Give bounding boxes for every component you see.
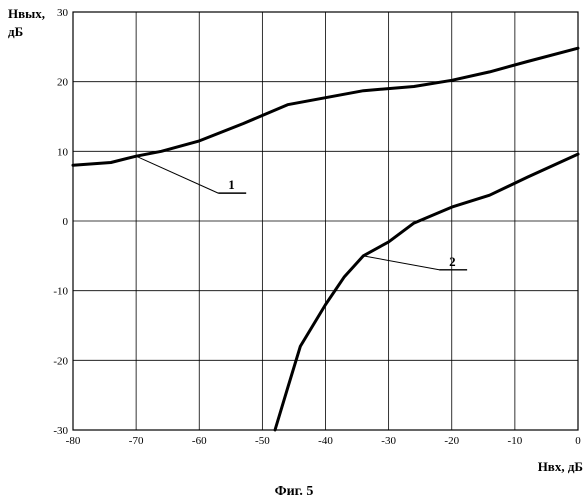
y-tick-label: 30 — [57, 7, 69, 19]
x-tick-label: 0 — [575, 435, 581, 447]
annotation-label-1: 1 — [228, 177, 235, 192]
grid-lines — [73, 12, 578, 430]
y-tick-labels: -30 -20 -10 0 10 20 30 — [53, 7, 68, 437]
y-tick-label: 10 — [57, 146, 69, 158]
y-tick-label: -10 — [53, 286, 68, 298]
annotations: 12 — [136, 156, 467, 270]
x-axis-label: Hвх, дБ — [538, 459, 583, 474]
y-tick-label: -30 — [53, 425, 68, 437]
figure-caption: Фиг. 5 — [275, 484, 314, 499]
y-tick-label: 0 — [63, 216, 69, 228]
x-tick-label: -10 — [508, 435, 523, 447]
y-axis-label-line2: дБ — [8, 24, 23, 39]
annotation-label-2: 2 — [449, 254, 456, 269]
series-line-2 — [275, 154, 578, 430]
x-tick-label: -50 — [255, 435, 270, 447]
x-tick-label: -70 — [129, 435, 144, 447]
x-tick-labels: -80-70-60-50-40-30-20-100 — [66, 435, 582, 447]
annotation-leader-1 — [136, 156, 218, 193]
x-tick-label: -30 — [381, 435, 396, 447]
y-axis-label-line1: Hвых, — [8, 6, 45, 21]
y-tick-label: -20 — [53, 355, 68, 367]
y-tick-label: 20 — [57, 77, 69, 89]
x-tick-label: -20 — [444, 435, 459, 447]
x-tick-label: -60 — [192, 435, 207, 447]
x-tick-label: -40 — [318, 435, 333, 447]
annotation-leader-2 — [363, 256, 439, 270]
